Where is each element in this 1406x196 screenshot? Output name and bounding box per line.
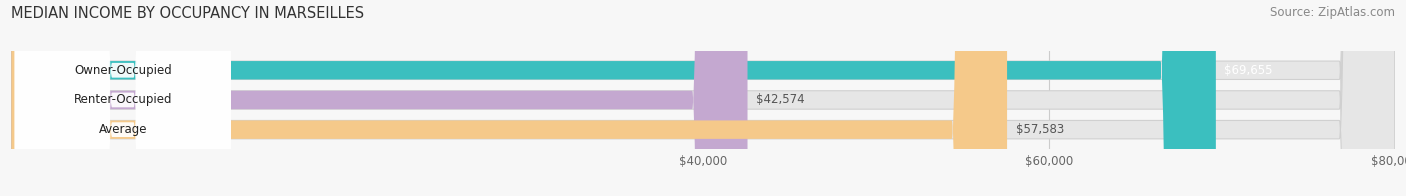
FancyBboxPatch shape [14,0,231,196]
FancyBboxPatch shape [11,0,748,196]
FancyBboxPatch shape [11,0,1007,196]
Text: $57,583: $57,583 [1015,123,1064,136]
Text: Average: Average [98,123,148,136]
Text: $69,655: $69,655 [1225,64,1272,77]
Text: Renter-Occupied: Renter-Occupied [73,93,172,106]
Text: MEDIAN INCOME BY OCCUPANCY IN MARSEILLES: MEDIAN INCOME BY OCCUPANCY IN MARSEILLES [11,6,364,21]
Text: Owner-Occupied: Owner-Occupied [75,64,172,77]
FancyBboxPatch shape [14,0,231,196]
Text: Source: ZipAtlas.com: Source: ZipAtlas.com [1270,6,1395,19]
FancyBboxPatch shape [11,0,1216,196]
FancyBboxPatch shape [14,0,231,196]
FancyBboxPatch shape [11,0,1395,196]
FancyBboxPatch shape [11,0,1395,196]
FancyBboxPatch shape [11,0,1395,196]
Text: $42,574: $42,574 [756,93,804,106]
